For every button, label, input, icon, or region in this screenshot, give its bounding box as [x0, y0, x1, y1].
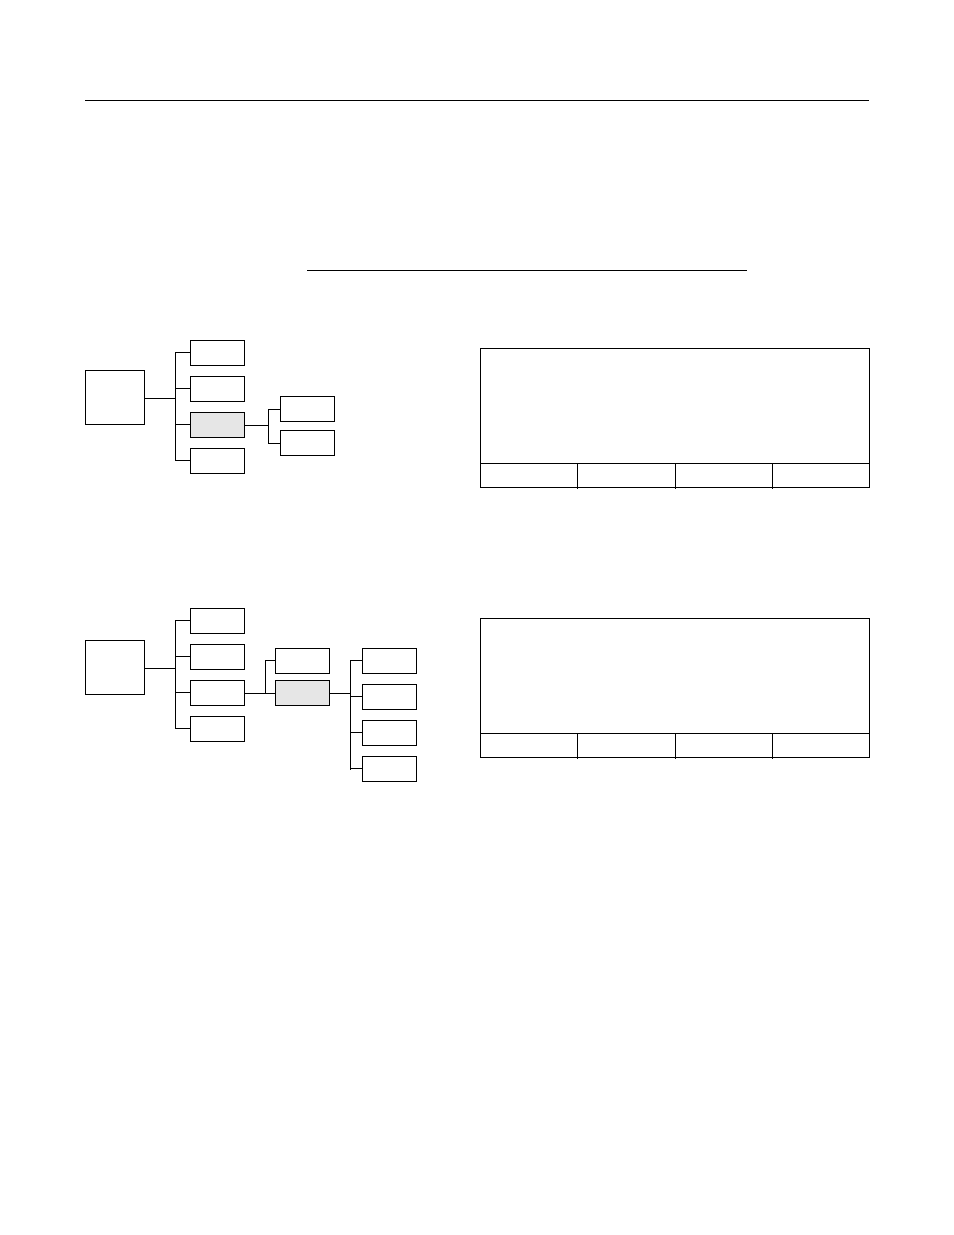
d2-leaf-1: [362, 648, 417, 674]
d2-connector: [350, 696, 362, 697]
panel-2-softkey-row: [481, 733, 869, 759]
d2-connector: [175, 692, 190, 693]
d1-child-4: [190, 448, 245, 474]
display-panel-2: [480, 618, 870, 758]
d2-mid-1: [275, 648, 330, 674]
panel-2-softkey-2: [578, 734, 675, 759]
d1-sub-trunk: [268, 409, 269, 443]
d2-connector: [245, 693, 265, 694]
d2-leaf-4: [362, 756, 417, 782]
d2-mid-trunk: [265, 660, 266, 694]
panel-2-softkey-3: [676, 734, 773, 759]
d2-child-4: [190, 716, 245, 742]
d2-connector: [330, 693, 350, 694]
panel-1-softkey-3: [676, 464, 773, 489]
d1-connector: [175, 424, 190, 425]
d2-connector: [265, 693, 275, 694]
page-canvas: [0, 0, 954, 1235]
d2-connector: [265, 660, 275, 661]
panel-2-softkey-4: [773, 734, 869, 759]
panel-1-softkey-2: [578, 464, 675, 489]
d2-child-3: [190, 680, 245, 706]
d2-leaf-trunk: [350, 660, 351, 770]
d1-connector: [175, 388, 190, 389]
panel-1-softkey-4: [773, 464, 869, 489]
horizontal-rule-top: [85, 100, 869, 101]
d1-connector: [175, 460, 190, 461]
d1-grandchild-1: [280, 396, 335, 422]
d1-connector: [245, 425, 268, 426]
d2-connector: [350, 768, 362, 769]
d1-trunk: [175, 352, 176, 460]
d2-trunk: [175, 620, 176, 728]
d2-child-1: [190, 608, 245, 634]
d1-root-node: [85, 370, 145, 425]
panel-1-softkey-row: [481, 463, 869, 489]
d2-connector: [175, 728, 190, 729]
d1-child-3-selected: [190, 412, 245, 438]
d1-connector: [268, 409, 280, 410]
display-panel-1: [480, 348, 870, 488]
d1-child-2: [190, 376, 245, 402]
panel-1-softkey-1: [481, 464, 578, 489]
d2-connector: [175, 620, 190, 621]
d2-connector: [350, 732, 362, 733]
d1-child-1: [190, 340, 245, 366]
d2-connector: [145, 668, 175, 669]
d2-connector: [350, 660, 362, 661]
section-title-underline: [307, 270, 747, 271]
d2-root-node: [85, 640, 145, 695]
d1-connector: [175, 352, 190, 353]
d2-connector: [175, 656, 190, 657]
d2-leaf-2: [362, 684, 417, 710]
d1-connector: [145, 398, 175, 399]
d1-connector: [268, 443, 280, 444]
d2-leaf-3: [362, 720, 417, 746]
d1-grandchild-2: [280, 430, 335, 456]
d2-mid-2-selected: [275, 680, 330, 706]
d2-child-2: [190, 644, 245, 670]
panel-2-softkey-1: [481, 734, 578, 759]
